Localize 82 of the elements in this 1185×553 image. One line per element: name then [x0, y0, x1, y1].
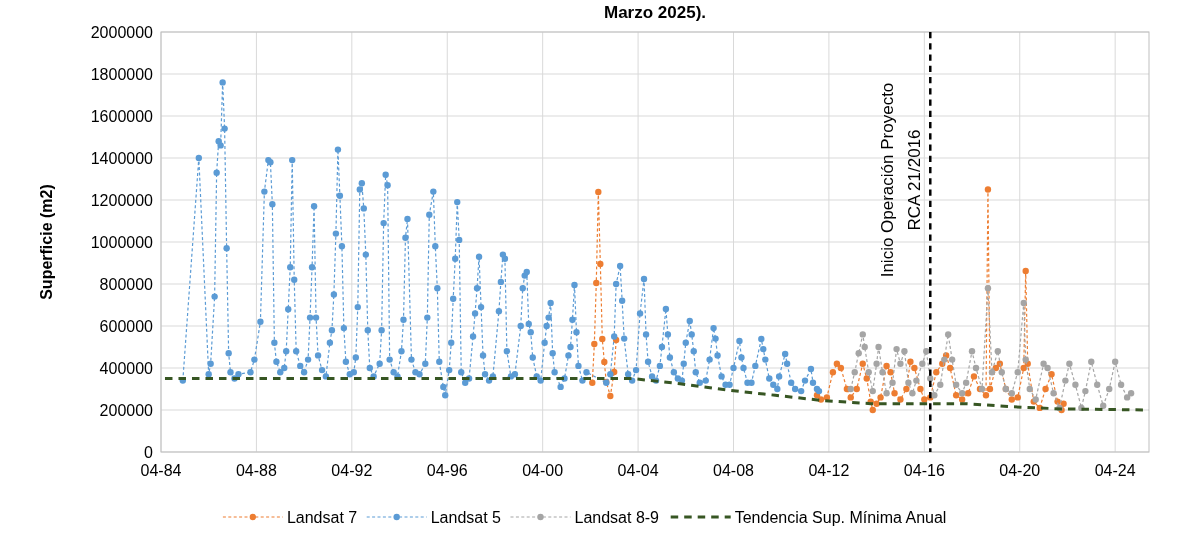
- y-tick-label: 800000: [99, 275, 154, 293]
- ref-line-label: Inicio Operación Proyecto RCA 21/2016: [878, 82, 925, 278]
- point: [861, 343, 868, 351]
- point: [875, 343, 882, 351]
- x-tick-label: 04-20: [999, 462, 1041, 479]
- point: [984, 285, 992, 292]
- point: [998, 369, 1005, 376]
- point: [1094, 381, 1101, 388]
- point: [873, 360, 880, 367]
- point: [897, 360, 904, 367]
- point: [937, 381, 944, 388]
- point: [1100, 402, 1107, 409]
- point: [1044, 364, 1051, 372]
- point: [847, 385, 854, 393]
- point: [909, 390, 916, 397]
- point: [883, 390, 890, 397]
- point: [1026, 385, 1033, 393]
- x-tick-label: 04-88: [235, 462, 277, 479]
- x-tick-label: 04-12: [808, 462, 850, 479]
- x-tick-label: 04-04: [617, 462, 659, 479]
- point: [865, 369, 872, 376]
- point: [1111, 358, 1119, 365]
- point: [958, 390, 966, 397]
- legend-label: Tendencia Sup. Mínima Anual: [734, 508, 947, 526]
- x-tick-label: 04-08: [713, 462, 755, 479]
- point: [988, 369, 996, 376]
- y-tick-label: 400000: [99, 359, 154, 377]
- y-tick-label: 1000000: [90, 233, 154, 251]
- point: [1022, 356, 1029, 363]
- point: [1106, 385, 1113, 393]
- point: [948, 356, 956, 363]
- point: [962, 379, 970, 386]
- x-tick-label: 04-00: [522, 462, 564, 479]
- point: [1117, 381, 1125, 388]
- point: [941, 356, 948, 363]
- point: [1040, 360, 1047, 367]
- y-tick-label: 1600000: [90, 107, 154, 125]
- legend-label: Landsat 8-9: [574, 508, 660, 526]
- point: [1127, 390, 1135, 397]
- point: [1066, 360, 1073, 367]
- x-tick-label: 04-84: [140, 462, 182, 479]
- x-tick-label: 04-16: [903, 462, 945, 479]
- point: [1123, 394, 1131, 401]
- point: [859, 331, 866, 338]
- x-tick-label: 04-24: [1094, 462, 1136, 479]
- point: [923, 348, 930, 355]
- y-axis-title: Superficie (m2): [38, 184, 55, 300]
- point: [1050, 390, 1057, 397]
- y-tick-label: 1200000: [90, 191, 154, 209]
- point: [1062, 377, 1069, 384]
- point: [1008, 390, 1015, 397]
- x-tick-label: 04-96: [426, 462, 468, 479]
- point: [905, 379, 912, 386]
- point: [952, 381, 960, 388]
- legend-label: Landsat 7: [286, 508, 358, 526]
- point: [855, 350, 862, 357]
- y-tick-label: 1800000: [90, 65, 154, 83]
- x-tick-label: 04-92: [331, 462, 373, 479]
- point: [893, 345, 900, 353]
- point: [901, 348, 908, 355]
- point: [1072, 381, 1079, 388]
- legend-label: Landsat 5: [430, 508, 502, 526]
- point: [913, 377, 920, 384]
- point: [869, 387, 876, 395]
- point: [889, 379, 896, 386]
- point: [994, 348, 1002, 355]
- point: [919, 360, 926, 367]
- y-tick-label: 200000: [99, 401, 154, 419]
- y-tick-label: 1400000: [90, 149, 154, 167]
- chart-title: Marzo 2025).: [603, 3, 707, 22]
- point: [851, 369, 858, 376]
- point: [1082, 387, 1089, 395]
- point: [879, 369, 886, 376]
- y-tick-label: 600000: [99, 317, 154, 335]
- point: [1020, 299, 1027, 307]
- point: [968, 348, 976, 355]
- point: [944, 331, 952, 338]
- point: [1088, 358, 1095, 365]
- y-tick-label: 0: [144, 443, 154, 461]
- y-tick-label: 2000000: [90, 23, 154, 41]
- point: [1014, 369, 1021, 376]
- point: [972, 364, 980, 372]
